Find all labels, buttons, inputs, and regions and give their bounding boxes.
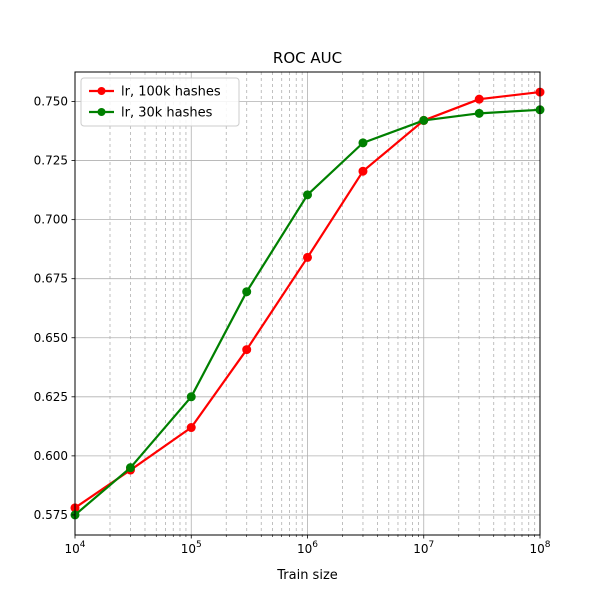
legend-label-1: lr, 100k hashes <box>121 85 221 100</box>
legend-label-2: lr, 30k hashes <box>121 106 213 121</box>
series-1-point <box>474 94 484 104</box>
y-tick-labels: 0.575 0.600 0.625 0.650 0.675 0.700 0.725 0.750 <box>34 95 68 522</box>
series-1-point <box>303 252 312 262</box>
legend-box <box>80 77 240 127</box>
series-2-point <box>242 287 252 297</box>
x-tick-label: 104 <box>64 540 85 556</box>
series-2-point <box>419 115 429 125</box>
y-tick-label: 0.675 <box>34 272 68 286</box>
series-2-point <box>358 138 368 148</box>
series-2-point <box>186 392 196 402</box>
x-tick-label: 107 <box>413 540 434 556</box>
y-tick-label: 0.700 <box>34 213 68 227</box>
legend-marker-1 <box>97 87 106 95</box>
series-layer <box>70 87 545 520</box>
y-tick-label: 0.750 <box>34 95 68 109</box>
series-1-point <box>186 423 196 433</box>
series-1-point <box>242 345 252 355</box>
x-tick-label: 106 <box>297 540 318 556</box>
x-tick-label: 108 <box>529 540 550 556</box>
y-tick-label: 0.650 <box>34 331 68 345</box>
y-tick-label: 0.575 <box>34 508 68 522</box>
x-axis-label: Train size <box>276 568 338 583</box>
x-tick-labels: 104 105 106 107 108 <box>64 540 550 556</box>
legend-marker-2 <box>97 108 106 116</box>
series-2-point <box>474 108 484 118</box>
series-1-point <box>358 166 368 176</box>
y-tick-label: 0.600 <box>34 449 68 463</box>
legend: lr, 100k hashes lr, 30k hashes <box>80 77 240 127</box>
y-tick-label: 0.625 <box>34 390 68 404</box>
axis-ticks <box>71 101 541 539</box>
series-2-point <box>125 463 135 473</box>
y-tick-label: 0.725 <box>34 154 68 168</box>
series-2-point <box>303 190 312 200</box>
minor-grid <box>109 72 536 535</box>
chart-title: ROC AUC <box>273 49 342 67</box>
x-tick-label: 105 <box>181 540 202 556</box>
